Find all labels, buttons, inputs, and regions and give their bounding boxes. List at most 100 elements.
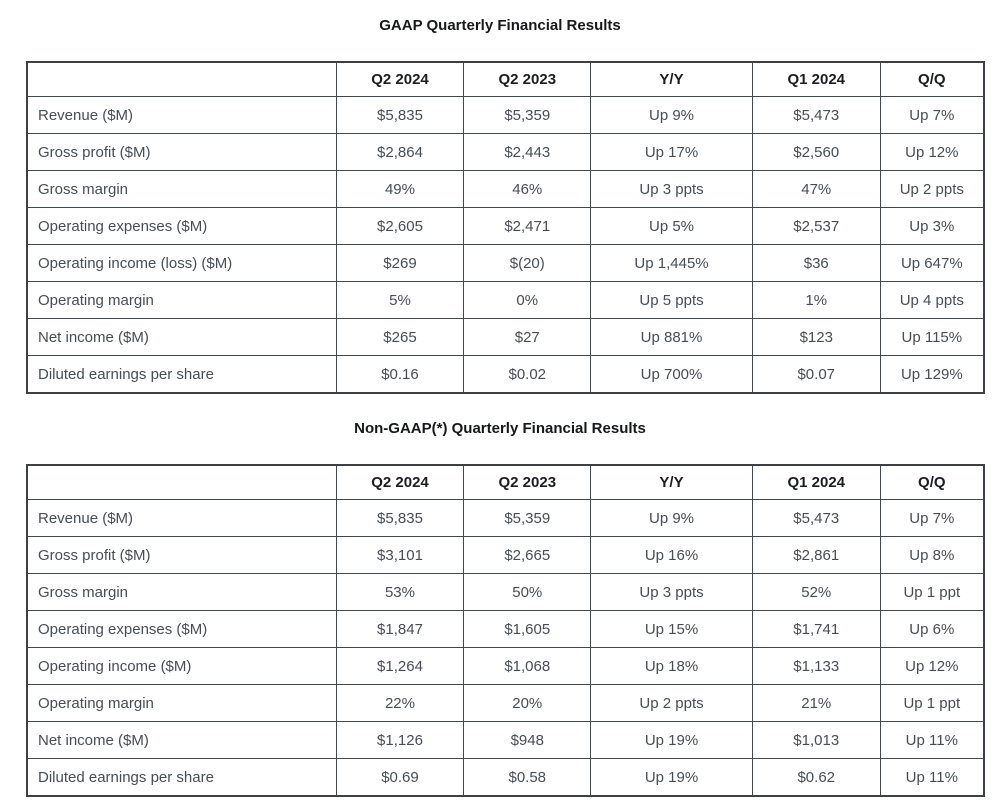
metric-value: $0.62 (751, 758, 881, 797)
metric-value: $2,560 (751, 133, 881, 171)
metric-value: $2,605 (335, 207, 465, 245)
metric-value: 5% (335, 281, 465, 319)
metric-value: $5,473 (751, 499, 881, 537)
table-row: Operating margin 5% 0% Up 5 ppts 1% Up 4 ppts (26, 281, 985, 319)
metric-label: Operating expenses ($M) (26, 610, 337, 648)
metric-value: Up 6% (879, 610, 985, 648)
metric-label: Diluted earnings per share (26, 758, 337, 797)
metric-value: Up 3 ppts (590, 170, 753, 208)
metric-value: 46% (463, 170, 592, 208)
metric-value: Up 7% (879, 499, 985, 537)
metric-value: $1,068 (463, 647, 592, 685)
metric-value: 50% (463, 573, 592, 611)
metric-value: $3,101 (335, 536, 465, 574)
metric-value: 52% (751, 573, 881, 611)
metric-value: Up 5% (590, 207, 753, 245)
metric-label: Revenue ($M) (26, 499, 337, 537)
metric-value: $(20) (463, 244, 592, 282)
column-header: Q1 2024 (751, 61, 881, 97)
metric-value: $0.69 (335, 758, 465, 797)
table-row: Net income ($M) $1,126 $948 Up 19% $1,013 Up … (26, 721, 985, 759)
metric-value: $0.58 (463, 758, 592, 797)
metric-value: $2,665 (463, 536, 592, 574)
corner-cell (26, 61, 337, 97)
metric-value: Up 19% (590, 721, 753, 759)
table-row: Revenue ($M) $5,835 $5,359 Up 9% $5,473 Up 7% (26, 499, 985, 537)
gaap-results-table: Q2 2024 Q2 2023 Y/Y Q1 2024 Q/Q Revenue ($M) $… (26, 61, 985, 394)
metric-label: Gross profit ($M) (26, 133, 337, 171)
corner-cell (26, 464, 337, 500)
column-header: Q/Q (879, 61, 985, 97)
gaap-table-title: GAAP Quarterly Financial Results (379, 17, 621, 34)
table-row: Net income ($M) $265 $27 Up 881% $123 Up 115% (26, 318, 985, 356)
metric-value: $0.07 (751, 355, 881, 394)
column-header: Q2 2023 (463, 61, 592, 97)
metric-value: $1,126 (335, 721, 465, 759)
table-row: Operating expenses ($M) $2,605 $2,471 Up 5%… (26, 207, 985, 245)
metric-value: 47% (751, 170, 881, 208)
table-row: Diluted earnings per share $0.16 $0.02 Up 7… (26, 355, 985, 394)
metric-value: $948 (463, 721, 592, 759)
table-row: Revenue ($M) $5,835 $5,359 Up 9% $5,473 Up 7% (26, 96, 985, 134)
table-row: Gross margin 49% 46% Up 3 ppts 47% Up 2 ppts (26, 170, 985, 208)
metric-value: $1,013 (751, 721, 881, 759)
metric-value: 1% (751, 281, 881, 319)
column-header: Q2 2024 (335, 464, 465, 500)
metric-value: Up 15% (590, 610, 753, 648)
table-row: Gross profit ($M) $3,101 $2,665 Up 16% $2,86… (26, 536, 985, 574)
metric-value: $1,133 (751, 647, 881, 685)
metric-value: Up 12% (879, 133, 985, 171)
column-header: Y/Y (590, 464, 753, 500)
metric-value: 49% (335, 170, 465, 208)
metric-value: 53% (335, 573, 465, 611)
metric-label: Gross margin (26, 170, 337, 208)
table-row: Operating income ($M) $1,264 $1,068 Up 18% $… (26, 647, 985, 685)
metric-value: $2,471 (463, 207, 592, 245)
metric-value: Up 11% (879, 758, 985, 797)
column-header: Q1 2024 (751, 464, 881, 500)
metric-label: Gross profit ($M) (26, 536, 337, 574)
metric-value: Up 1,445% (590, 244, 753, 282)
metric-value: Up 9% (590, 499, 753, 537)
metric-label: Operating expenses ($M) (26, 207, 337, 245)
non-gaap-table-title: Non-GAAP(*) Quarterly Financial Results (354, 420, 646, 437)
column-header: Q/Q (879, 464, 985, 500)
metric-value: $2,864 (335, 133, 465, 171)
metric-value: $269 (335, 244, 465, 282)
table-row: Operating expenses ($M) $1,847 $1,605 Up 15… (26, 610, 985, 648)
metric-value: Up 19% (590, 758, 753, 797)
header-row: Q2 2024 Q2 2023 Y/Y Q1 2024 Q/Q (26, 61, 985, 97)
gaap-results-section: GAAP Quarterly Financial Results Q2 2024… (0, 0, 1000, 394)
metric-label: Gross margin (26, 573, 337, 611)
metric-value: $1,741 (751, 610, 881, 648)
metric-label: Operating income (loss) ($M) (26, 244, 337, 282)
metric-value: Up 5 ppts (590, 281, 753, 319)
table-row: Diluted earnings per share $0.69 $0.58 Up 1… (26, 758, 985, 797)
metric-value: $2,443 (463, 133, 592, 171)
metric-value: $1,605 (463, 610, 592, 648)
metric-value: $36 (751, 244, 881, 282)
metric-label: Diluted earnings per share (26, 355, 337, 394)
metric-value: $27 (463, 318, 592, 356)
metric-value: $2,861 (751, 536, 881, 574)
metric-value: $265 (335, 318, 465, 356)
metric-value: $5,359 (463, 499, 592, 537)
column-header: Q2 2024 (335, 61, 465, 97)
metric-label: Revenue ($M) (26, 96, 337, 134)
metric-value: Up 2 ppts (590, 684, 753, 722)
metric-value: Up 9% (590, 96, 753, 134)
metric-value: Up 16% (590, 536, 753, 574)
metric-value: $5,835 (335, 96, 465, 134)
metric-value: Up 4 ppts (879, 281, 985, 319)
metric-value: Up 3% (879, 207, 985, 245)
metric-value: Up 1 ppt (879, 573, 985, 611)
metric-value: $0.16 (335, 355, 465, 394)
non-gaap-results-section: Non-GAAP(*) Quarterly Financial Results … (0, 394, 1000, 797)
column-header: Q2 2023 (463, 464, 592, 500)
metric-value: Up 647% (879, 244, 985, 282)
metric-value: 22% (335, 684, 465, 722)
metric-label: Operating margin (26, 684, 337, 722)
table-row: Operating income (loss) ($M) $269 $(20) Up … (26, 244, 985, 282)
metric-value: $123 (751, 318, 881, 356)
